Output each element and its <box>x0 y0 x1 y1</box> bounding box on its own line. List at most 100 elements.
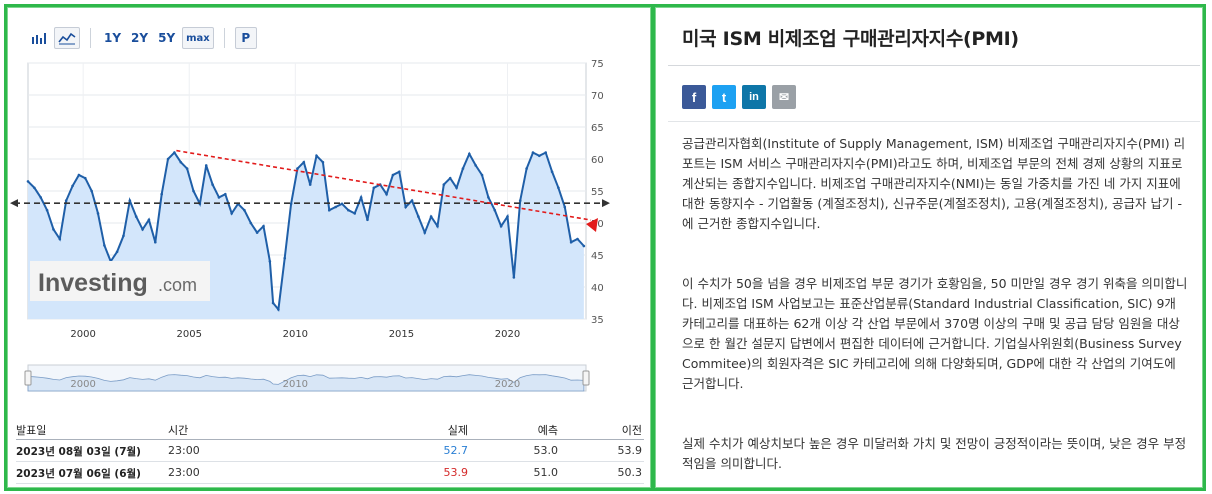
data-point <box>302 160 306 164</box>
navigator-series <box>27 374 585 392</box>
range-max-button[interactable]: max <box>182 27 214 49</box>
data-point <box>141 228 144 231</box>
y-tick-label: 65 <box>591 123 604 134</box>
data-point <box>308 183 312 186</box>
data-point <box>448 176 452 180</box>
table-header-row: 발표일 시간 실제 예측 이전 <box>16 418 644 440</box>
data-point <box>550 170 554 174</box>
y-tick-label: 70 <box>591 91 604 102</box>
data-point <box>185 167 189 170</box>
data-point <box>455 186 458 190</box>
y-tick-label: 35 <box>591 315 604 326</box>
row-previous: 53.9 <box>617 444 643 457</box>
row-time: 23:00 <box>168 444 200 457</box>
data-point <box>525 167 528 170</box>
data-point <box>366 218 369 222</box>
x-tick-label: 2020 <box>495 329 520 340</box>
range-5y-button[interactable]: 5Y <box>158 31 176 45</box>
y-tick-label: 75 <box>591 59 604 70</box>
data-point <box>417 215 420 218</box>
data-point <box>506 215 509 218</box>
row-date: 2023년 08월 03일 (7월) <box>16 446 141 458</box>
arrow-right-icon <box>602 199 610 208</box>
toolbar-divider <box>223 28 225 48</box>
header-date: 발표일 <box>16 424 47 437</box>
header-previous: 이전 <box>621 424 642 437</box>
watermark-background <box>30 261 210 301</box>
watermark-logo: Investing <box>38 269 148 297</box>
data-point <box>480 173 484 177</box>
data-point <box>487 196 490 199</box>
page-title: 미국 ISM 비제조업 구매관리자지수(PMI) <box>682 28 1019 50</box>
twitter-icon[interactable]: t <box>712 85 736 109</box>
data-point <box>166 157 170 161</box>
table-row: 2023년 07월 06일 (6월) 23:00 53.9 51.0 50.3 <box>16 462 644 484</box>
linkedin-icon[interactable]: in <box>742 85 766 109</box>
data-point <box>77 173 81 177</box>
row-actual: 53.9 <box>443 466 469 479</box>
range-2y-button[interactable]: 2Y <box>131 31 149 45</box>
data-point <box>385 192 388 196</box>
data-point <box>468 152 471 156</box>
y-tick-label: 60 <box>591 155 604 166</box>
data-point <box>334 205 337 209</box>
data-point <box>128 199 132 202</box>
facebook-icon[interactable]: f <box>682 85 706 109</box>
data-point <box>277 308 280 311</box>
data-point <box>410 199 414 202</box>
x-tick-label: 2005 <box>177 329 202 340</box>
data-point <box>122 234 125 238</box>
description-panel <box>652 4 1206 491</box>
data-point <box>71 184 74 188</box>
data-point <box>321 160 325 164</box>
data-point <box>557 186 560 190</box>
data-point <box>582 244 586 248</box>
table-row: 2023년 08월 03일 (7월) 23:00 52.7 53.0 53.9 <box>16 440 644 462</box>
y-tick-label: 45 <box>591 251 604 262</box>
p-button[interactable]: P <box>234 27 257 49</box>
data-point <box>39 196 43 199</box>
data-point <box>262 224 265 228</box>
row-forecast: 51.0 <box>533 466 559 479</box>
data-point <box>404 205 407 209</box>
navigator-handle[interactable] <box>24 370 32 386</box>
toolbar-divider <box>90 28 91 48</box>
header-time: 시간 <box>168 424 189 437</box>
data-point <box>90 189 93 193</box>
data-point <box>283 256 287 260</box>
data-point <box>211 183 214 186</box>
data-point <box>315 154 318 158</box>
data-point <box>347 208 350 212</box>
data-point <box>397 170 401 174</box>
data-point <box>436 224 439 228</box>
data-point <box>179 160 183 164</box>
pmi-line-chart[interactable]: 35 40 45 50 55 60 65 70 75 2000 2005 2010 2015 2020 In… <box>8 55 648 400</box>
data-point <box>563 205 567 209</box>
data-point <box>340 202 344 206</box>
share-divider <box>668 121 1200 122</box>
x-tick-label: 2010 <box>283 329 308 340</box>
data-point <box>372 186 376 190</box>
trend-line <box>176 149 592 221</box>
row-date: 2023년 07월 06일 (6월) <box>16 468 141 480</box>
data-point <box>83 176 87 180</box>
navigator-label: 2010 <box>283 379 308 390</box>
y-tick-label: 50 <box>591 219 604 230</box>
data-point <box>64 199 68 202</box>
share-buttons: f t in ✉ <box>682 85 796 109</box>
range-1y-button[interactable]: 1Y <box>104 31 122 45</box>
x-tick-label: 2000 <box>70 329 95 340</box>
bar-chart-icon[interactable] <box>28 27 50 49</box>
watermark-suffix: .com <box>158 275 197 295</box>
data-point <box>499 224 503 228</box>
data-point <box>115 250 119 254</box>
data-point <box>204 164 208 167</box>
description-paragraph: 공급관리자협회(Institute of Supply Management, … <box>682 136 1186 231</box>
trend-arrow-icon <box>586 218 598 233</box>
navigator-handle[interactable] <box>582 370 590 386</box>
data-point <box>268 260 272 263</box>
email-icon[interactable]: ✉ <box>772 85 796 109</box>
line-chart-icon[interactable] <box>54 27 80 49</box>
data-point <box>544 151 547 154</box>
data-point <box>192 189 195 193</box>
